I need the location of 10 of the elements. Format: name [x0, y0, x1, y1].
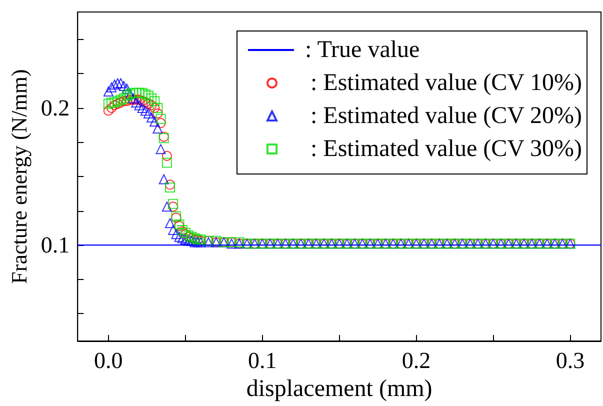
x-tick-label: 0.3 — [556, 348, 585, 373]
legend-label: : Estimated value (CV 30%) — [310, 136, 582, 162]
x-axis-title: displacement (mm) — [246, 376, 432, 402]
legend-label: : Estimated value (CV 10%) — [310, 70, 582, 96]
legend-label: : Estimated value (CV 20%) — [310, 103, 582, 129]
x-tick-label: 0.0 — [94, 348, 123, 373]
x-tick-label: 0.1 — [248, 348, 277, 373]
legend-label: : True value — [305, 37, 420, 63]
y-axis-title: Fracture energy (N/mm) — [6, 69, 32, 284]
x-tick-label: 0.2 — [402, 348, 431, 373]
